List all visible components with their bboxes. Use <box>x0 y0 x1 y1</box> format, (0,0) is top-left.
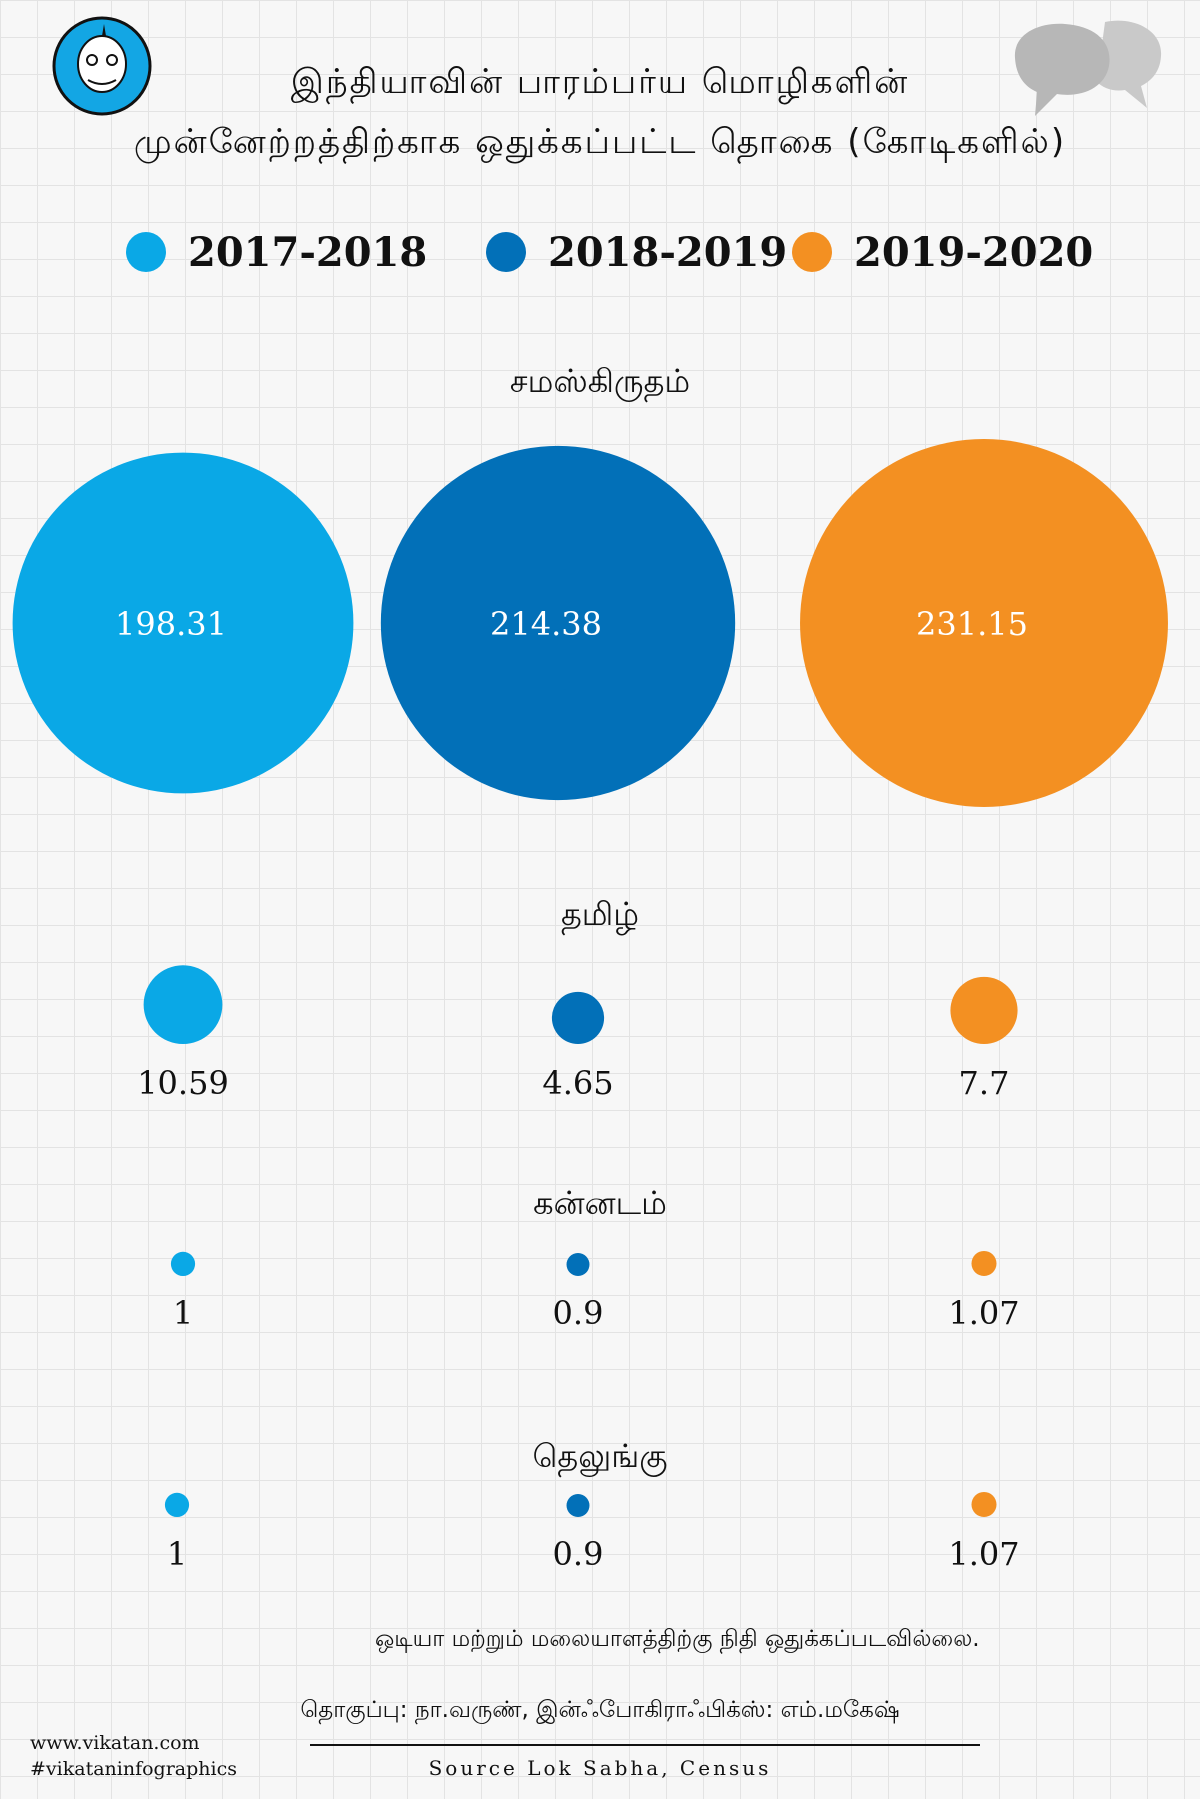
credits: தொகுப்பு: நா.வருண், இன்ஃபோகிராஃபிக்ஸ்: எ… <box>300 1697 900 1723</box>
legend-item-2018-2019: 2018-2019 <box>486 222 787 282</box>
value-label-sanskrit-2017-2018: 198.31 <box>115 605 227 643</box>
value-label-tamil-2018-2019: 4.65 <box>542 1064 614 1102</box>
footnote: ஒடியா மற்றும் மலையாளத்திற்கு நிதி ஒதுக்க… <box>375 1626 980 1652</box>
section-title-sanskrit: சமஸ்கிருதம் <box>509 362 691 400</box>
bubble-telugu-2019-2020 <box>971 1491 997 1517</box>
section-title-kannada: கன்னடம் <box>533 1184 667 1222</box>
legend-label-2017-2018: 2017-2018 <box>188 228 428 276</box>
source-text: Source Lok Sabha, Census <box>428 1756 772 1780</box>
bubble-kannada-2019-2020 <box>971 1250 997 1276</box>
value-label-kannada-2018-2019: 0.9 <box>552 1294 604 1332</box>
legend-label-2019-2020: 2019-2020 <box>854 228 1094 276</box>
section-title-telugu: தெலுங்கு <box>532 1437 668 1475</box>
vikatan-logo <box>52 16 152 116</box>
bubble-tamil-2018-2019 <box>551 991 605 1044</box>
value-label-tamil-2019-2020: 7.7 <box>958 1064 1010 1102</box>
legend-dot-2017-2018 <box>126 232 166 272</box>
bubble-sanskrit-2017-2018 <box>12 452 354 794</box>
value-label-telugu-2017-2018: 1 <box>166 1535 188 1573</box>
bubble-kannada-2017-2018 <box>170 1251 196 1276</box>
site-hashtag: #vikataninfographics <box>30 1758 237 1780</box>
chart-title-line1: இந்தியாவின் பாரம்பர்ய மொழிகளின் <box>290 62 910 102</box>
value-label-tamil-2017-2018: 10.59 <box>137 1064 229 1102</box>
bubble-kannada-2018-2019 <box>566 1253 590 1276</box>
legend-dot-2019-2020 <box>792 232 832 272</box>
legend-label-2018-2019: 2018-2019 <box>548 228 788 276</box>
bubble-sanskrit-2019-2020 <box>800 439 1168 807</box>
bubble-tamil-2017-2018 <box>143 965 223 1044</box>
bubble-sanskrit-2018-2019 <box>380 445 736 801</box>
bubble-tamil-2019-2020 <box>950 976 1018 1044</box>
section-title-tamil: தமிழ் <box>560 895 640 933</box>
bubble-telugu-2017-2018 <box>164 1492 190 1517</box>
value-label-sanskrit-2018-2019: 214.38 <box>490 605 602 643</box>
site-url: www.vikatan.com <box>30 1732 200 1754</box>
speech-bubbles-icon <box>1014 20 1162 116</box>
legend-item-2019-2020: 2019-2020 <box>792 222 1093 282</box>
value-label-kannada-2017-2018: 1 <box>172 1294 194 1332</box>
value-label-telugu-2019-2020: 1.07 <box>948 1535 1020 1573</box>
chart-title-line2: முன்னேற்றத்திற்காக ஒதுக்கப்பட்ட தொகை (கோ… <box>133 122 1067 162</box>
value-label-sanskrit-2019-2020: 231.15 <box>916 605 1028 643</box>
value-label-kannada-2019-2020: 1.07 <box>948 1294 1020 1332</box>
legend-item-2017-2018: 2017-2018 <box>126 222 427 282</box>
bubble-telugu-2018-2019 <box>566 1494 590 1517</box>
legend-dot-2018-2019 <box>486 232 526 272</box>
value-label-telugu-2018-2019: 0.9 <box>552 1535 604 1573</box>
divider <box>310 1744 980 1746</box>
